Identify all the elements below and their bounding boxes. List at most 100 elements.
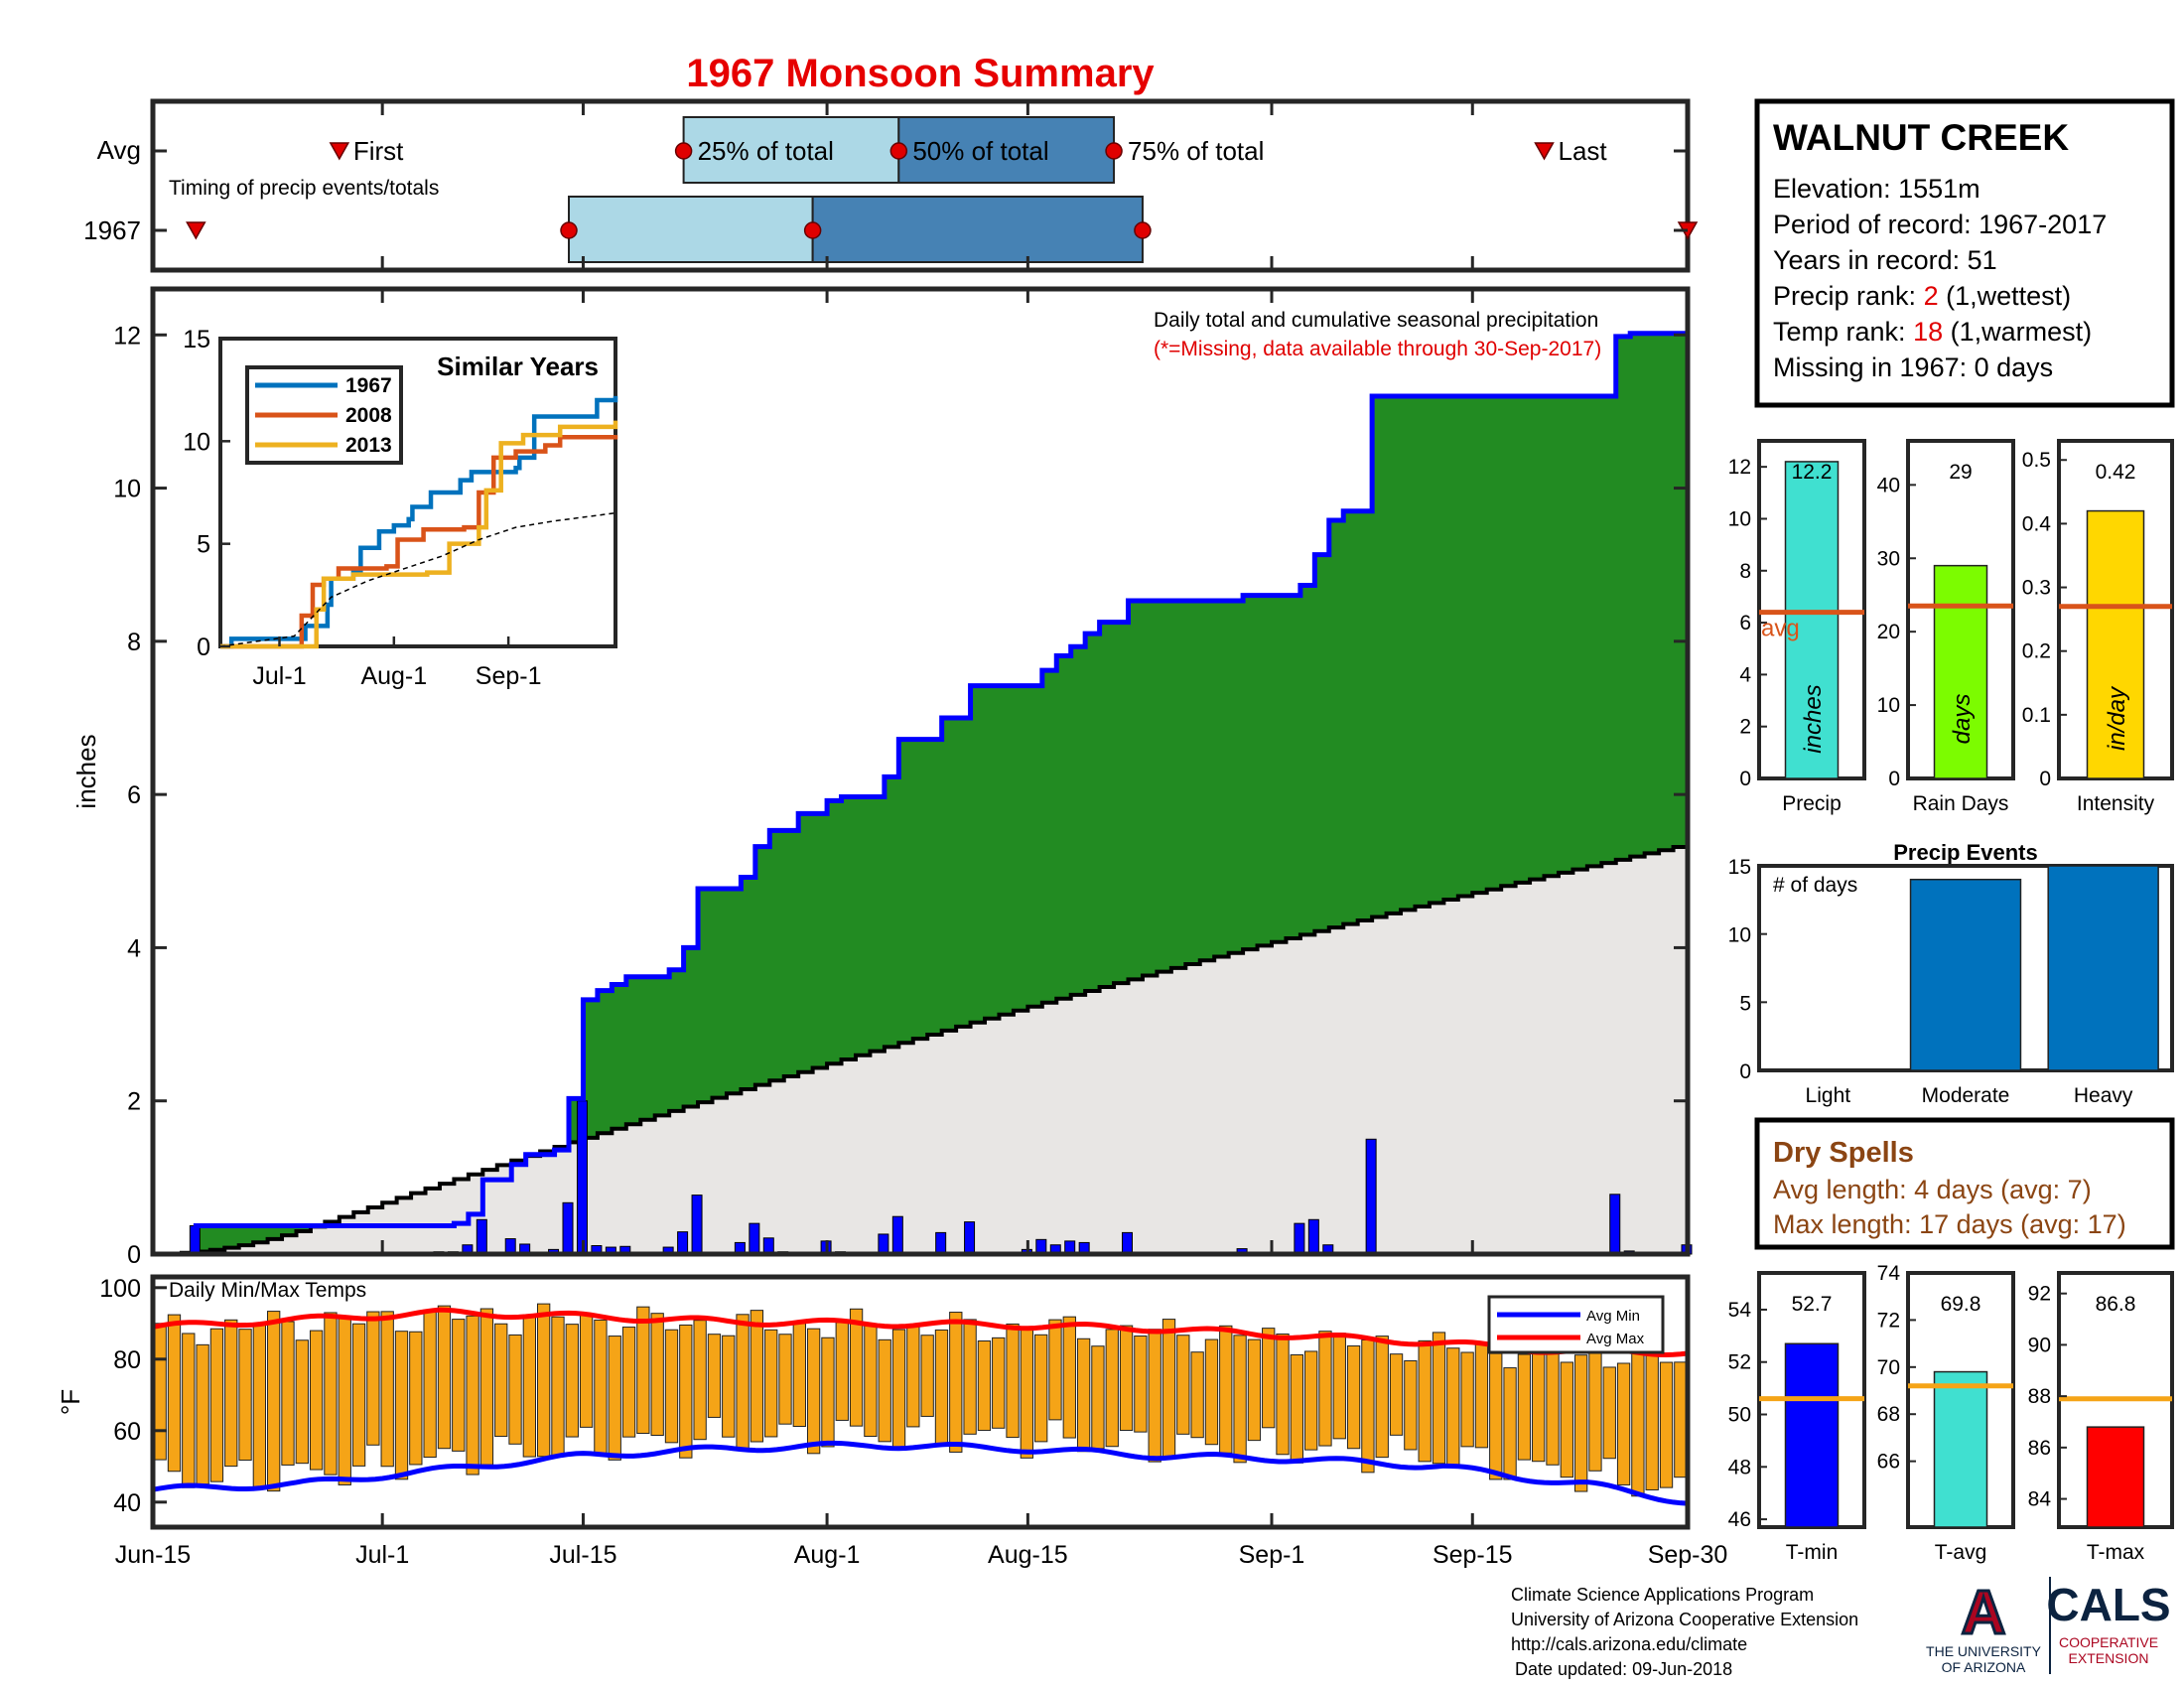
- daily-temp-bar: [1361, 1338, 1375, 1474]
- inset-ytick-label: 0: [197, 633, 210, 661]
- inset-legend-label: 2013: [345, 434, 392, 457]
- stat-category-label: Precip: [1782, 792, 1842, 815]
- daily-temp-bar: [1247, 1338, 1262, 1442]
- timing-row-avg-label: Avg: [97, 135, 141, 165]
- daily-temp-bar: [351, 1323, 366, 1467]
- timing-box-50-75: [811, 196, 1144, 263]
- stat-category-label: T-avg: [1935, 1541, 1987, 1564]
- temp-ytick-label: 40: [113, 1489, 141, 1517]
- inset-ytick-label: 10: [183, 428, 210, 456]
- daily-temp-bar: [1148, 1329, 1161, 1463]
- timing-50-label: 50% of total: [912, 136, 1048, 166]
- stat-value-label: 0.42: [2096, 461, 2136, 484]
- temp-ytick-label: 100: [99, 1275, 141, 1303]
- missing-note: (*=Missing, data available through 30-Se…: [1154, 338, 1601, 360]
- daily-temp-bar: [1432, 1332, 1446, 1465]
- daily-precip-bar: [1294, 1222, 1305, 1255]
- stat-ytick-label: 20: [1877, 621, 1900, 643]
- stat-ytick-label: 0.3: [2022, 577, 2051, 600]
- daily-temp-bar: [636, 1306, 650, 1435]
- daily-temp-bar: [906, 1324, 920, 1428]
- x-tick-label: Sep-30: [1648, 1541, 1728, 1569]
- daily-temp-bar: [1503, 1367, 1517, 1480]
- daily-temp-bar: [1418, 1339, 1432, 1463]
- stat-value-label: 52.7: [1792, 1293, 1833, 1316]
- daily-temp-bar: [963, 1319, 977, 1435]
- similar-years-inset: 0 5 10 15 Jul-1 Aug-1 Sep-1 Similar Years 1967…: [183, 326, 618, 690]
- daily-temp-bar: [252, 1324, 267, 1488]
- stat-unit-label: days: [1949, 694, 1976, 745]
- daily-temp-bar: [949, 1312, 963, 1453]
- event-ytick-label: 15: [1728, 856, 1751, 879]
- footer-line-3: http://cals.arizona.edu/climate: [1511, 1634, 1747, 1654]
- daily-temp-bar: [594, 1319, 608, 1456]
- daily-temp-bar: [1460, 1351, 1474, 1448]
- main-ytick-label: 4: [127, 934, 141, 962]
- inset-xtick-label: Sep-1: [476, 662, 542, 690]
- event-category-label: Heavy: [2074, 1084, 2133, 1107]
- event-category-label: Light: [1806, 1084, 1851, 1107]
- footer: Climate Science Applications Program Uni…: [1511, 1585, 1858, 1679]
- daily-precip-bar: [691, 1195, 703, 1255]
- daily-temp-bar: [1588, 1352, 1602, 1472]
- daily-temp-bar: [736, 1314, 750, 1452]
- timing-percentile-dot: [803, 221, 822, 239]
- inset-xtick-label: Aug-1: [360, 662, 427, 690]
- daily-temp-bar: [1517, 1353, 1532, 1461]
- inset-line-1967: [220, 395, 618, 649]
- daily-temp-bar: [1048, 1319, 1062, 1421]
- stat-ytick-label: 0.2: [2022, 640, 2051, 663]
- daily-temp-bar: [1645, 1341, 1659, 1490]
- main-ytick-label: 2: [127, 1088, 141, 1116]
- daily-temp-bar: [821, 1336, 835, 1448]
- daily-temp-bar: [295, 1339, 309, 1465]
- stat-ytick-label: 0: [2039, 768, 2051, 790]
- daily-temp-bar: [1659, 1361, 1674, 1488]
- stat-ytick-label: 52: [1728, 1351, 1751, 1374]
- stat-ytick-label: 4: [1739, 663, 1751, 686]
- daily-temp-bar: [1020, 1329, 1034, 1459]
- x-tick-label: Jun-15: [115, 1541, 191, 1569]
- timing-box-25-50: [568, 196, 814, 263]
- x-tick-label: Aug-1: [794, 1541, 861, 1569]
- timing-first-marker: [329, 142, 350, 161]
- main-annotation: Daily total and cumulative seasonal prec…: [1154, 309, 1598, 332]
- temp-title: Daily Min/Max Temps: [169, 1279, 366, 1302]
- daily-temp-bar: [722, 1335, 736, 1438]
- daily-temp-bar: [1404, 1359, 1418, 1451]
- main-ytick-label: 6: [127, 781, 141, 809]
- daily-precip-bar: [1307, 1218, 1319, 1255]
- timing-caption: Timing of precip events/totals: [169, 177, 439, 200]
- daily-temp-bar: [537, 1303, 551, 1458]
- daily-temp-bar: [1034, 1334, 1048, 1443]
- daily-temp-bar: [1161, 1319, 1176, 1459]
- timing-last-marker: [1534, 142, 1555, 161]
- stat-bar: [1933, 564, 1988, 779]
- stat-bar: [1784, 1342, 1840, 1528]
- stat-value-label: 29: [1949, 461, 1972, 484]
- daily-precip-bar: [935, 1231, 947, 1255]
- daily-temp-bar: [423, 1309, 437, 1459]
- timing-percentile-dot: [889, 142, 908, 160]
- daily-temp-bar: [806, 1328, 821, 1455]
- daily-temp-bar: [508, 1334, 522, 1445]
- daily-temp-bar: [394, 1331, 409, 1480]
- footer-line-4: Date updated: 09-Jun-2018: [1515, 1659, 1732, 1679]
- daily-temp-bar: [579, 1314, 594, 1428]
- daily-temp-bar: [679, 1324, 693, 1459]
- stat-ytick-label: 40: [1877, 474, 1900, 496]
- daily-temp-bar: [764, 1329, 778, 1438]
- stat-ytick-label: 66: [1877, 1451, 1900, 1474]
- stat-ytick-label: 54: [1728, 1299, 1752, 1322]
- daily-temp-bar: [338, 1317, 351, 1485]
- stat-bar: [1784, 461, 1840, 779]
- event-ytick-label: 10: [1728, 924, 1751, 947]
- stat-ytick-label: 0.5: [2022, 449, 2051, 472]
- daily-temp-bar: [224, 1319, 238, 1468]
- stat-ytick-label: 68: [1877, 1403, 1900, 1426]
- timing-percentile-dot: [560, 221, 578, 239]
- station-name: WALNUT CREEK: [1773, 117, 2069, 158]
- cals-logo-line-1: COOPERATIVE: [2059, 1634, 2158, 1650]
- ua-logo-line-2: OF ARIZONA: [1942, 1659, 2026, 1675]
- daily-temp-bar: [565, 1324, 579, 1438]
